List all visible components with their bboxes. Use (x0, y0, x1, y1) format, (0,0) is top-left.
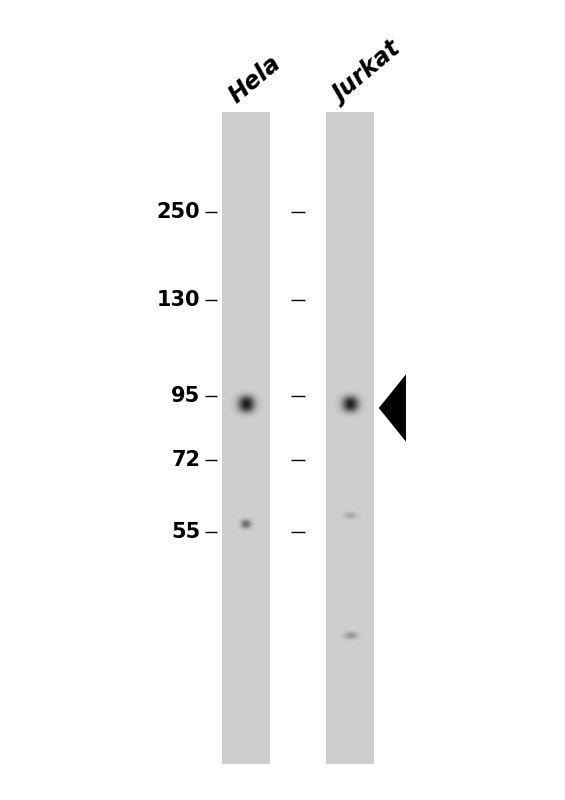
Text: 72: 72 (171, 450, 200, 470)
Text: Hela: Hela (225, 51, 286, 108)
Bar (327, 112, 374, 764)
Text: 55: 55 (171, 522, 200, 542)
Text: Jurkat: Jurkat (329, 38, 406, 108)
Text: 250: 250 (157, 202, 200, 222)
Text: 95: 95 (171, 386, 200, 406)
Bar (221, 112, 270, 764)
Polygon shape (379, 374, 406, 442)
Text: 130: 130 (157, 290, 200, 310)
